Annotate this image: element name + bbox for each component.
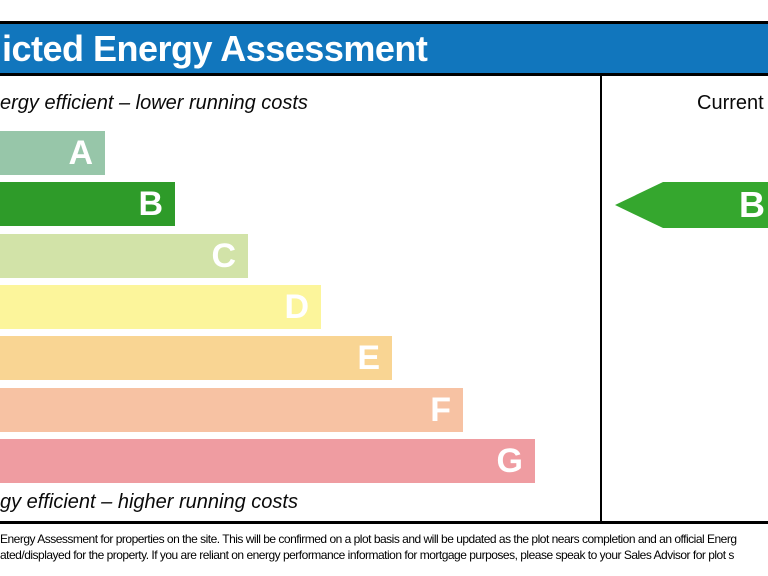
epc-band-c: C <box>0 234 248 278</box>
epc-band-letter: E <box>357 339 380 377</box>
epc-band-letter: D <box>284 288 309 326</box>
epc-band-f: F <box>0 388 463 432</box>
chart-box-bottom-border <box>0 521 768 524</box>
header-bar: icted Energy Assessment <box>0 21 768 76</box>
disclaimer-line-2: ated/displayed for the property. If you … <box>0 548 734 562</box>
bottom-caption: gy efficient – higher running costs <box>0 491 298 513</box>
current-column-label: Current <box>697 92 764 114</box>
column-divider <box>600 76 602 523</box>
epc-band-letter: A <box>68 134 93 172</box>
page-title: icted Energy Assessment <box>2 28 428 69</box>
disclaimer: Energy Assessment for properties on the … <box>0 531 768 563</box>
disclaimer-line-1: Energy Assessment for properties on the … <box>0 532 737 546</box>
current-rating-letter: B <box>739 184 765 225</box>
epc-band-a: A <box>0 131 105 175</box>
epc-band-g: G <box>0 439 535 483</box>
epc-band-letter: B <box>138 185 163 223</box>
epc-band-b: B <box>0 182 175 226</box>
epc-band-letter: F <box>430 391 451 429</box>
arrow-left-icon <box>615 182 768 228</box>
epc-band-d: D <box>0 285 321 329</box>
epc-band-letter: G <box>496 442 523 480</box>
epc-band-letter: C <box>211 237 236 275</box>
epc-band-e: E <box>0 336 392 380</box>
top-caption: ergy efficient – lower running costs <box>0 92 308 114</box>
current-rating-arrow: B <box>615 182 768 228</box>
